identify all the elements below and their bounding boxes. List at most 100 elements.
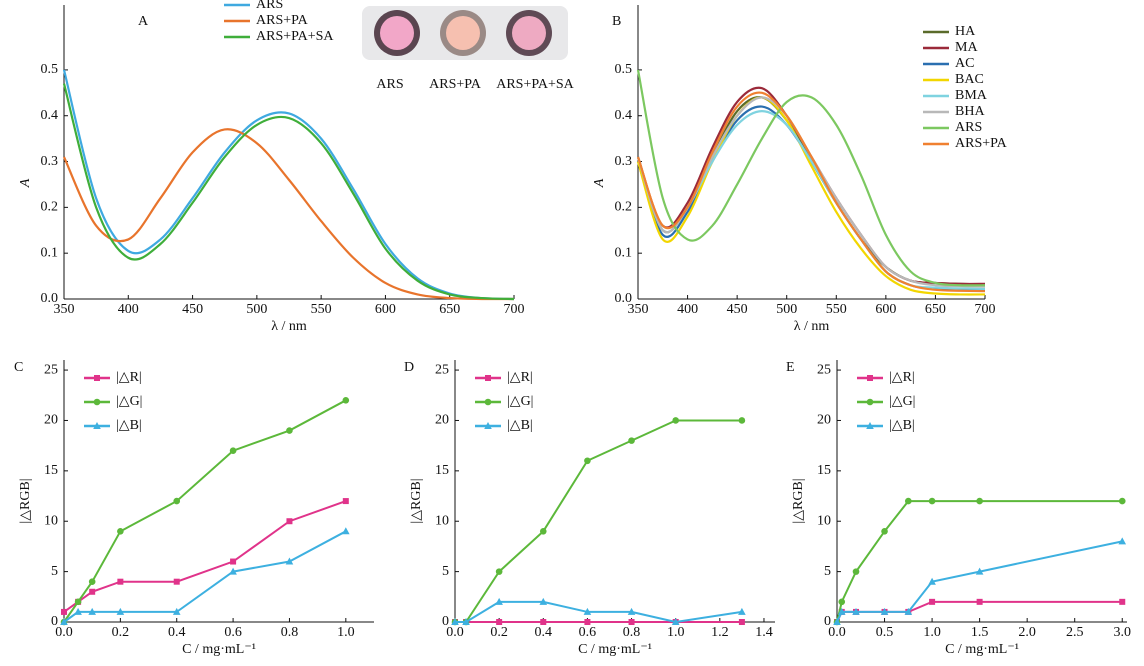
y-tick-label: 0.5 [41, 62, 59, 77]
marker [976, 598, 983, 605]
y-axis-label: |△RGB| [791, 478, 806, 523]
x-tick-label: 0.0 [446, 625, 464, 640]
marker [539, 597, 548, 605]
marker [1118, 497, 1126, 505]
x-tick-label: 0.6 [579, 625, 597, 640]
panel-label: D [404, 360, 414, 375]
y-tick-label: 10 [44, 513, 58, 528]
x-tick-label: 0.8 [281, 625, 299, 640]
data-line [63, 399, 347, 623]
image-label: ARS+PA+SA [496, 77, 574, 92]
marker [172, 607, 181, 615]
marker [484, 422, 492, 429]
marker [584, 457, 591, 465]
x-tick-label: 600 [875, 302, 896, 317]
y-tick-label: 5 [442, 564, 449, 579]
x-tick-label: 0.0 [828, 625, 846, 640]
x-tick-label: 0.2 [112, 625, 130, 640]
x-tick-label: 2.0 [1018, 625, 1036, 640]
marker [117, 578, 124, 585]
x-tick-label: 400 [118, 302, 139, 317]
panel-label: E [786, 360, 795, 375]
marker [93, 422, 101, 429]
marker [286, 427, 293, 434]
x-axis-label: λ / nm [271, 319, 307, 334]
x-tick-label: 650 [439, 302, 460, 317]
x-tick-label: 650 [925, 302, 946, 317]
x-tick-label: 550 [826, 302, 847, 317]
legend-label: HA [955, 24, 976, 39]
marker [852, 568, 860, 575]
x-tick-label: 1.2 [711, 625, 729, 640]
data-line [62, 69, 515, 301]
data-line [455, 600, 743, 624]
legend-label: ARS+PA [955, 136, 1008, 151]
marker [342, 498, 349, 505]
x-tick-label: 550 [311, 302, 332, 317]
marker [285, 557, 294, 565]
marker [838, 598, 846, 606]
y-axis-label: |△RGB| [18, 478, 33, 523]
marker [74, 607, 82, 615]
x-tick-label: 600 [375, 302, 396, 317]
data-line [455, 419, 742, 623]
legend-label: ARS+PA+SA [256, 29, 334, 44]
y-tick-label: 15 [817, 463, 831, 478]
marker [229, 447, 237, 454]
marker [540, 619, 547, 625]
y-tick-label: 25 [817, 362, 831, 377]
x-tick-label: 450 [182, 302, 203, 317]
x-tick-label: 1.5 [971, 625, 989, 640]
legend-label: AC [955, 56, 974, 71]
marker [116, 607, 125, 615]
marker [627, 607, 636, 615]
marker [539, 528, 547, 535]
marker [929, 598, 936, 605]
data-line [836, 500, 1123, 623]
marker [484, 398, 492, 406]
legend-label: |△B| [507, 418, 533, 433]
x-tick-label: 350 [54, 302, 75, 317]
marker [74, 598, 82, 606]
x-tick-label: 3.0 [1113, 625, 1131, 640]
marker [173, 578, 180, 585]
data-line [636, 96, 986, 288]
marker [975, 567, 984, 575]
panel-label: A [138, 14, 149, 29]
legend-label: BMA [955, 88, 988, 103]
y-tick-label: 0 [442, 614, 449, 629]
y-tick-label: 20 [435, 413, 449, 428]
y-tick-label: 0.4 [41, 108, 59, 123]
legend-label: |△R| [116, 370, 142, 385]
x-tick-label: 700 [504, 302, 525, 317]
marker [61, 608, 67, 615]
marker [462, 618, 470, 625]
data-line [636, 96, 986, 286]
wells-photo [362, 6, 568, 60]
marker [866, 422, 874, 429]
x-tick-label: 0.4 [168, 625, 186, 640]
y-tick-label: 0.2 [41, 200, 59, 215]
legend-label: ARS+PA [256, 13, 309, 28]
marker [866, 398, 874, 406]
marker [837, 607, 846, 615]
marker [495, 568, 503, 575]
legend-label: |△R| [507, 370, 533, 385]
y-tick-label: 0.4 [615, 108, 633, 123]
y-tick-label: 5 [51, 564, 58, 579]
legend-label: |△G| [507, 394, 533, 409]
marker [928, 577, 936, 585]
marker [60, 618, 68, 625]
y-tick-label: 20 [44, 413, 58, 428]
legend-label: |△R| [889, 370, 915, 385]
marker [1119, 598, 1126, 605]
legend-label: BAC [955, 72, 984, 87]
x-tick-label: 0.5 [876, 625, 894, 640]
legend-label: |△G| [116, 394, 142, 409]
marker [342, 527, 350, 535]
x-tick-label: 1.0 [923, 625, 941, 640]
y-tick-label: 0 [51, 614, 58, 629]
marker [583, 607, 592, 615]
x-tick-label: 350 [628, 302, 649, 317]
